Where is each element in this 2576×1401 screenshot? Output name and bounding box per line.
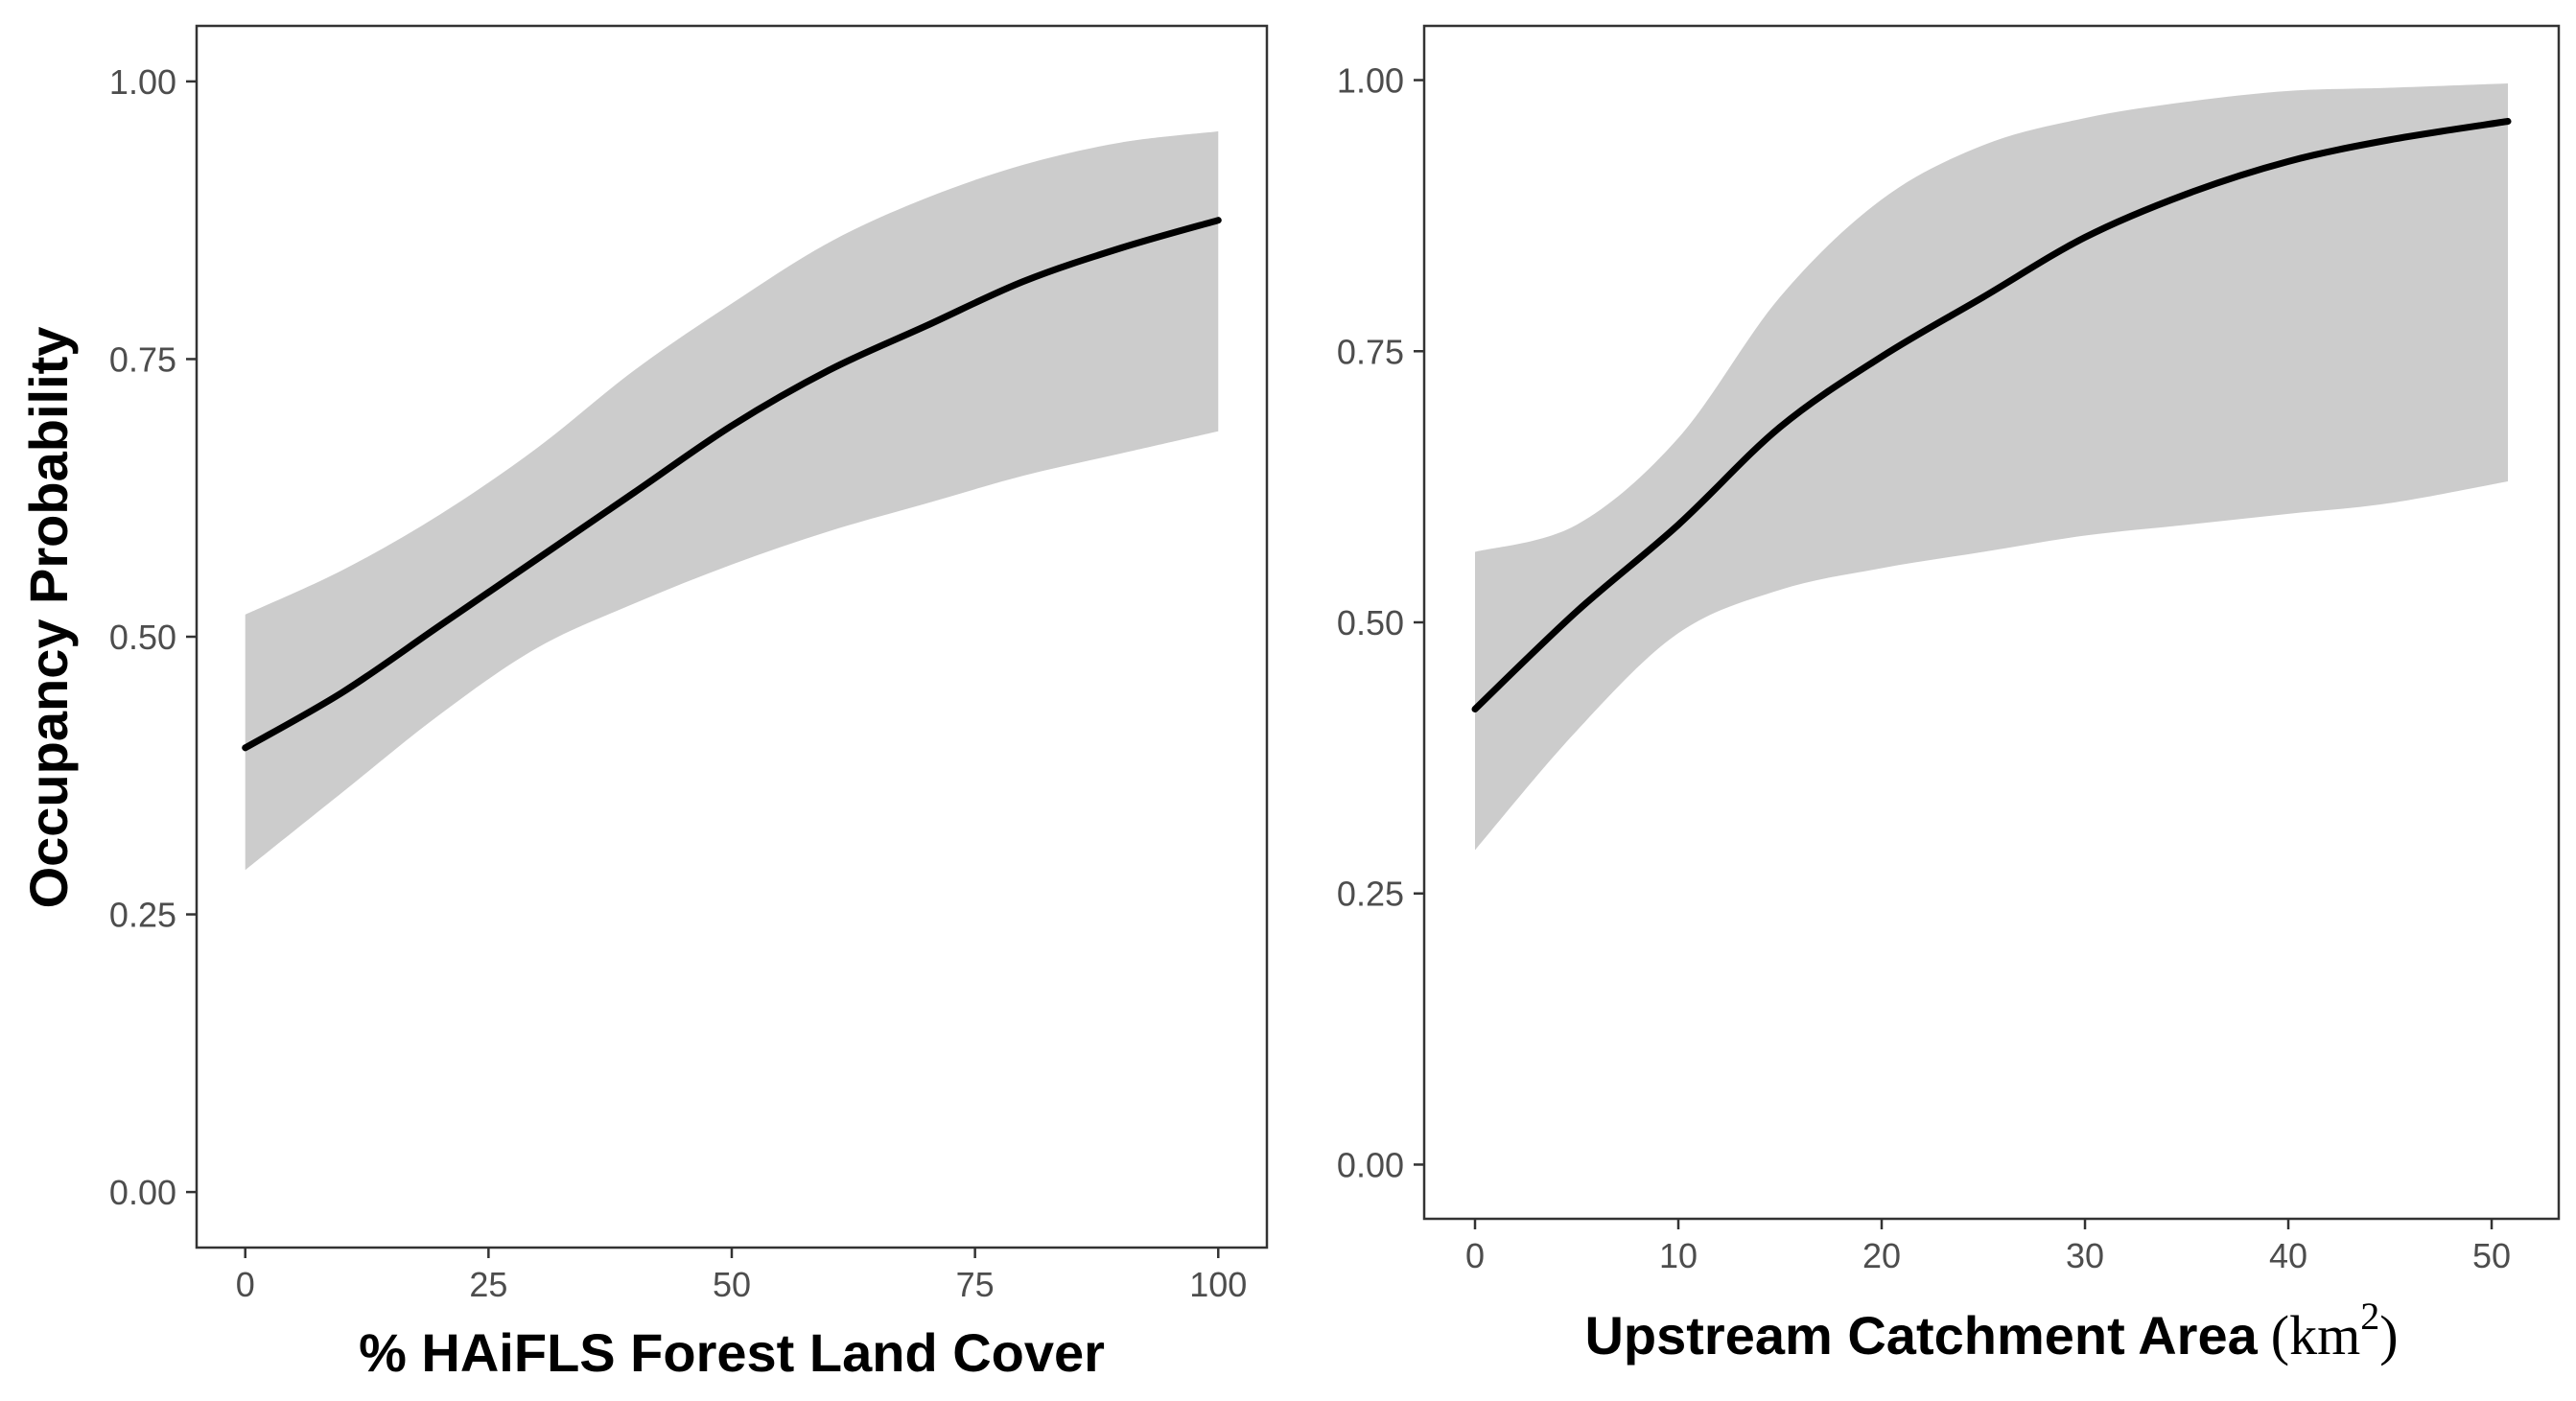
right-x-axis-unit-superscript: 2 <box>2360 1295 2379 1338</box>
right-x-axis-ticks: 0 10 20 30 40 50 <box>1465 1219 2511 1275</box>
x-tick-label: 100 <box>1189 1265 1247 1304</box>
x-tick-label: 50 <box>2472 1236 2511 1275</box>
right-confidence-ribbon <box>1475 82 2508 851</box>
right-panel: 0.00 0.25 0.50 0.75 1.00 0 10 20 30 40 50 Upstrea… <box>1337 24 2561 1366</box>
y-tick-label: 0.00 <box>109 1173 176 1212</box>
x-tick-label: 25 <box>469 1265 507 1304</box>
y-tick-label: 1.00 <box>1337 61 1404 101</box>
y-tick-label: 0.50 <box>1337 603 1404 642</box>
x-tick-label: 10 <box>1659 1236 1698 1275</box>
right-x-axis-unit: (km <box>2271 1304 2360 1366</box>
left-panel: 0.00 0.25 0.50 0.75 1.00 0 25 50 75 100 % HAiFLS… <box>18 24 1269 1383</box>
y-axis-title: Occupancy Probability <box>18 327 79 909</box>
y-tick-label: 0.25 <box>109 896 176 935</box>
x-tick-label: 30 <box>2066 1236 2104 1275</box>
x-tick-label: 75 <box>956 1265 995 1304</box>
y-tick-label: 0.50 <box>109 618 176 657</box>
y-tick-label: 0.75 <box>1337 332 1404 371</box>
y-tick-label: 0.25 <box>1337 875 1404 914</box>
x-tick-label: 50 <box>713 1265 751 1304</box>
left-confidence-ribbon <box>245 131 1219 871</box>
left-x-axis-title: % HAiFLS Forest Land Cover <box>359 1322 1105 1383</box>
x-tick-label: 0 <box>236 1265 255 1304</box>
y-tick-label: 0.75 <box>109 339 176 379</box>
x-tick-label: 0 <box>1465 1236 1485 1275</box>
right-x-axis-title-text: Upstream Catchment Area <box>1584 1305 2258 1366</box>
x-tick-label: 20 <box>1862 1236 1901 1275</box>
left-x-axis-ticks: 0 25 50 75 100 <box>236 1248 1247 1304</box>
right-x-axis-title: Upstream Catchment Area (km2) <box>1584 1295 2398 1366</box>
left-series-line <box>242 217 1222 752</box>
y-tick-label: 0.00 <box>1337 1145 1404 1184</box>
left-y-axis-ticks: 0.00 0.25 0.50 0.75 1.00 <box>109 62 197 1212</box>
right-x-axis-unit-close: ) <box>2379 1304 2398 1366</box>
x-tick-label: 40 <box>2269 1236 2307 1275</box>
y-tick-label: 1.00 <box>109 62 176 102</box>
right-series-line <box>1471 118 2512 712</box>
right-y-axis-ticks: 0.00 0.25 0.50 0.75 1.00 <box>1337 61 1424 1184</box>
